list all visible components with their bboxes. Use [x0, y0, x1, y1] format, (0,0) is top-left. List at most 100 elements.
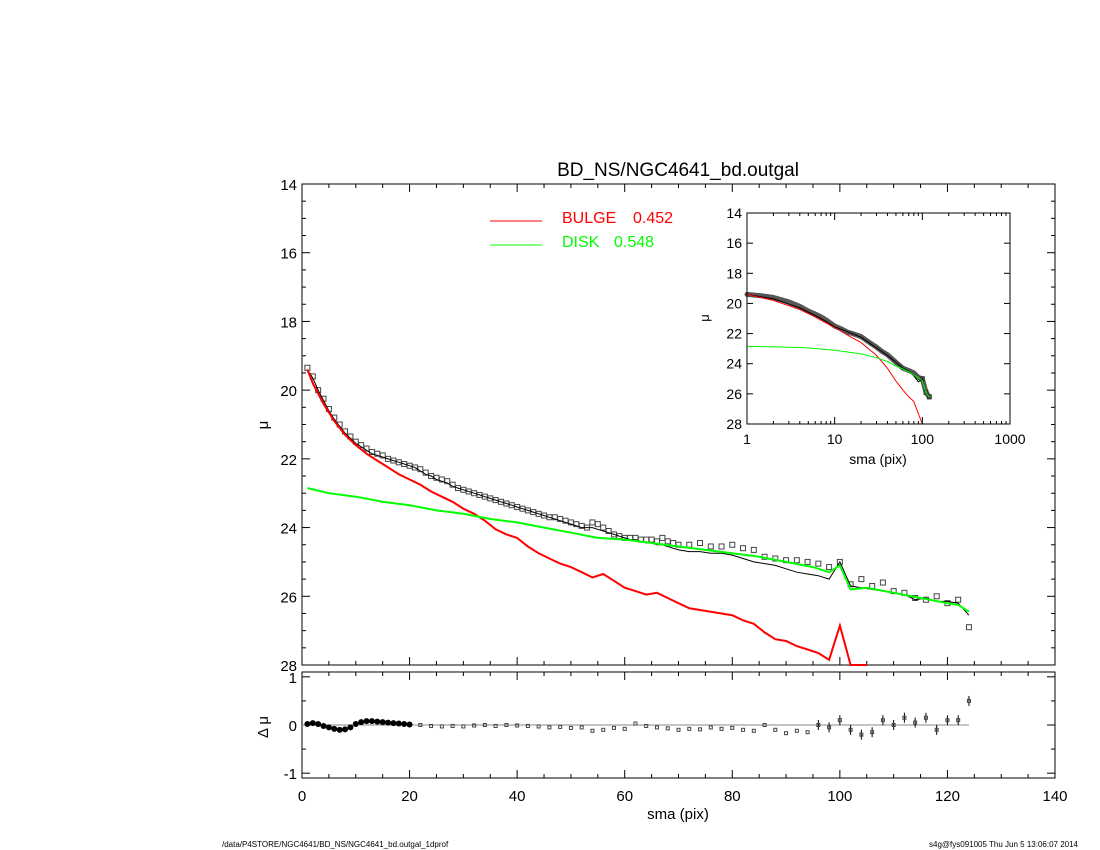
inset-y-axis: 14 16 18 20 22 24 26 28 [726, 205, 1010, 432]
residual-point [644, 723, 649, 728]
data-point-square [718, 543, 725, 550]
x-tick-label: 1000 [994, 431, 1025, 447]
residual-point [611, 725, 616, 730]
residual-point [401, 721, 408, 728]
x-tick-label: 40 [509, 788, 526, 805]
x-axis-label: sma (pix) [647, 806, 709, 823]
residual-point [390, 720, 397, 727]
x-tick-label: 1 [743, 431, 751, 447]
y-tick-label: 26 [726, 386, 742, 402]
residual-point [450, 723, 455, 728]
chart-title: BD_NS/NGC4641_bd.outgal [557, 160, 799, 181]
data-point-square [933, 593, 940, 600]
data-point-square [815, 560, 822, 567]
data-point-square [955, 596, 962, 603]
residual-point [461, 724, 466, 729]
residual-point [698, 727, 703, 732]
data-point-square [697, 540, 704, 547]
residual-point [320, 722, 327, 729]
legend: BULGE 0.452 DISK 0.548 [490, 210, 673, 251]
residual-y-axis-label: Δ μ [255, 716, 272, 738]
residual-point [368, 718, 375, 725]
data-point-square [589, 519, 596, 526]
y-tick-label: 22 [726, 326, 742, 342]
residual-point [568, 725, 573, 730]
data-point-square [600, 524, 607, 531]
data-point-square [793, 557, 800, 564]
y-tick-label: 14 [280, 177, 297, 194]
residual-point [315, 721, 322, 728]
residual-point [395, 720, 402, 727]
legend-disk-value: 0.548 [614, 234, 654, 251]
residual-point [342, 726, 349, 733]
y-tick-label: 26 [280, 589, 297, 606]
residual-point [719, 726, 724, 731]
data-point-square [664, 538, 671, 545]
residual-point [773, 727, 778, 732]
residual-point [406, 721, 413, 728]
inset-x-axis: 1 10 100 1000 [743, 213, 1026, 447]
residual-point [590, 728, 595, 733]
y-tick-label: 18 [726, 265, 742, 281]
inset-y-axis-label: μ [697, 314, 712, 322]
data-point-square [444, 478, 451, 485]
x-tick-label: 100 [827, 788, 852, 805]
residual-point [966, 698, 971, 703]
y-tick-label: 24 [280, 521, 297, 538]
residual-point [848, 727, 853, 732]
bulge-model-line [746, 293, 923, 425]
data-point-square [659, 534, 666, 541]
inset-log-panel: 14 16 18 20 22 24 26 28 1 10 100 1000 μ sma (pix) [697, 205, 1026, 467]
residual-point [870, 730, 875, 735]
residual-point [347, 724, 354, 731]
residual-point [547, 725, 552, 730]
residual-point [418, 723, 423, 727]
residual-point [880, 718, 885, 723]
residual-point [687, 726, 692, 731]
y-tick-label: 16 [280, 246, 297, 263]
residual-point [730, 725, 735, 730]
data-point-square [804, 558, 811, 565]
data-point-square [926, 394, 932, 400]
x-tick-label: 120 [935, 788, 960, 805]
inset-plot-frame [746, 212, 1011, 425]
total-model-line [306, 369, 970, 616]
residual-point [482, 723, 487, 727]
residual-point [622, 726, 627, 731]
disk-model-line [307, 487, 970, 613]
data-point-square [740, 545, 747, 552]
residual-point [741, 727, 746, 732]
data-point-square [826, 564, 833, 571]
residual-point [579, 725, 584, 730]
x-tick-label: 80 [724, 788, 741, 805]
residual-point [472, 723, 477, 728]
residual-point [504, 723, 509, 727]
residual-point [515, 723, 520, 728]
data-point-square [858, 576, 865, 583]
residual-point [794, 728, 799, 733]
residual-point [945, 718, 950, 723]
residual-point [363, 718, 370, 725]
residual-point [956, 718, 961, 723]
x-tick-label: 0 [298, 788, 306, 805]
residual-point [654, 725, 659, 730]
residual-point [325, 724, 332, 731]
footer-file-path: /data/P4STORE/NGC4641/BD_NS/NGC4641_bd.o… [222, 840, 449, 849]
residual-point [784, 731, 789, 736]
y-tick-label: 28 [280, 658, 297, 675]
y-tick-label: 1 [289, 670, 297, 687]
residual-point [379, 719, 386, 726]
bulge-model-line [306, 369, 867, 666]
residual-point [902, 715, 907, 720]
x-tick-label: 10 [827, 431, 843, 447]
data-point-square [729, 541, 736, 548]
residual-point [859, 732, 864, 737]
residual-point [633, 721, 638, 726]
y-tick-label: 14 [726, 205, 742, 221]
y-tick-label: -1 [284, 766, 297, 783]
residual-point [934, 727, 939, 732]
data-point-square [750, 546, 757, 553]
residual-point [304, 721, 311, 728]
data-point-square [686, 541, 693, 548]
y-tick-label: 20 [726, 295, 742, 311]
